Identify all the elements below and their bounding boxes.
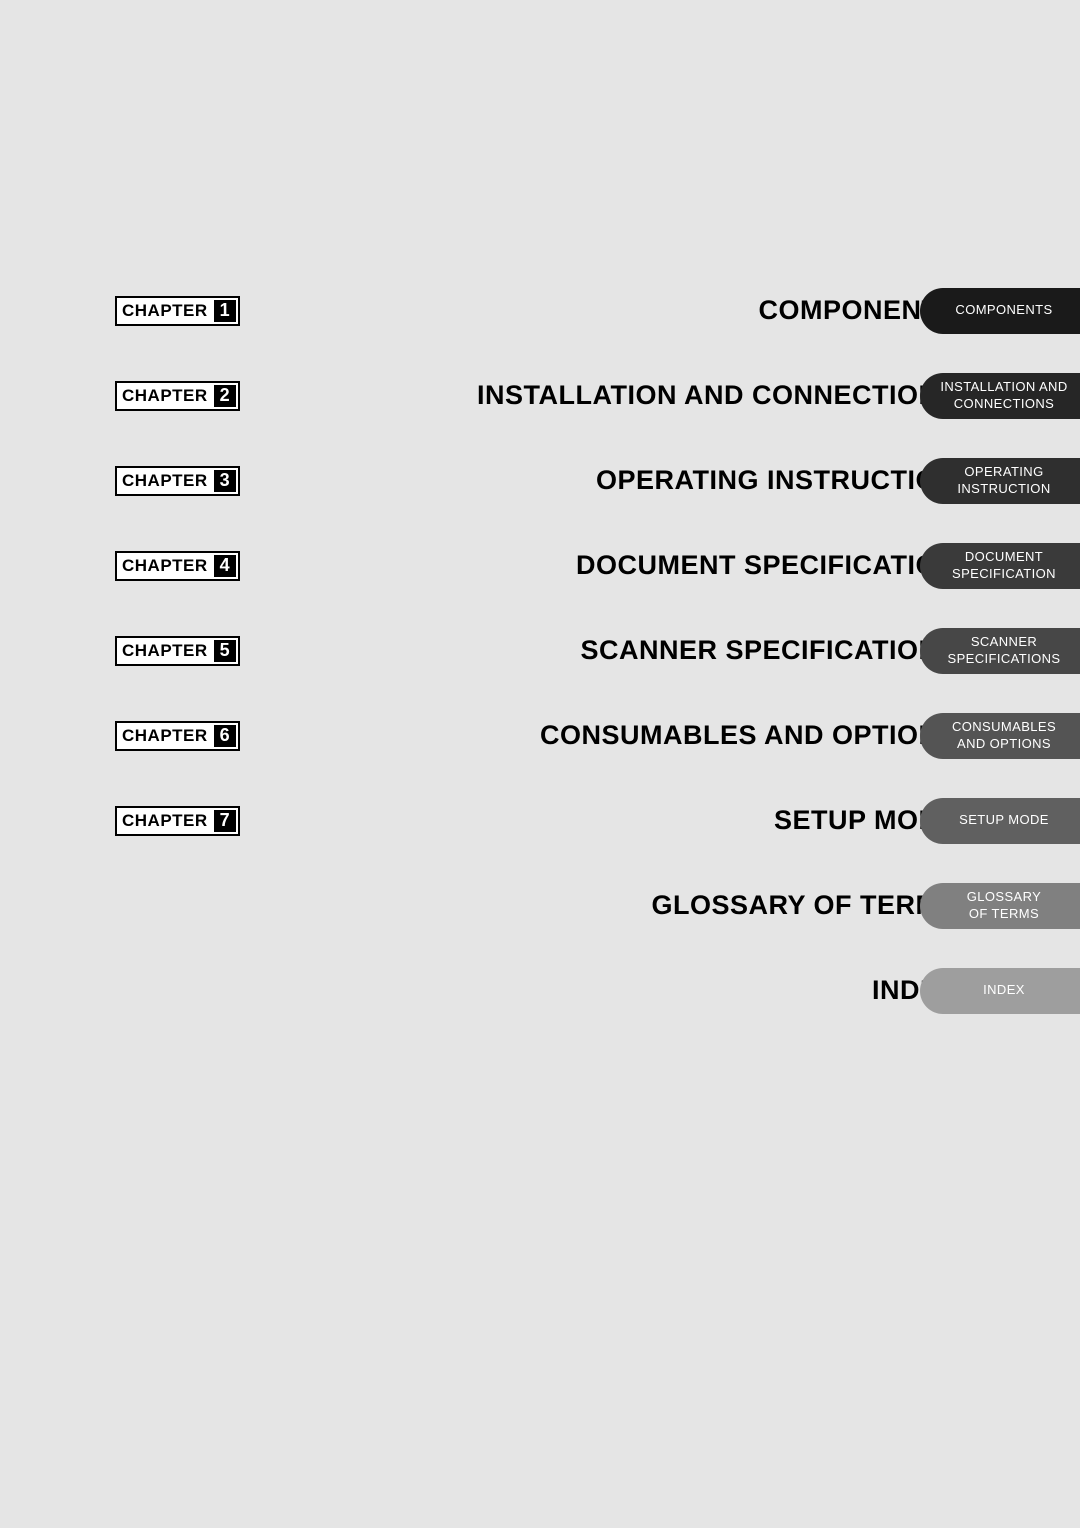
chapter-badge: CHAPTER7 [115,806,240,836]
side-tab-line: SPECIFICATION [952,566,1056,582]
side-tab[interactable]: OPERATINGINSTRUCTION [920,458,1080,504]
side-tab[interactable]: DOCUMENTSPECIFICATION [920,543,1080,589]
side-tab-line: SCANNER [971,634,1037,650]
chapter-label: CHAPTER [117,298,212,324]
chapter-label: CHAPTER [117,808,212,834]
side-tab-line: SETUP MODE [959,812,1049,828]
chapter-number: 1 [214,300,236,322]
side-tab-line: GLOSSARY [967,889,1042,905]
toc-title: INSTALLATION AND CONNECTIONS [240,380,965,411]
chapter-badge: CHAPTER3 [115,466,240,496]
toc-row[interactable]: CHAPTER5SCANNER SPECIFICATIONS [115,608,965,693]
side-tab-line: INDEX [983,982,1025,998]
side-tab[interactable]: CONSUMABLESAND OPTIONS [920,713,1080,759]
chapter-number: 5 [214,640,236,662]
toc-title: SCANNER SPECIFICATIONS [240,635,965,666]
toc-row[interactable]: CHAPTER3OPERATING INSTRUCTION [115,438,965,523]
chapter-number: 6 [214,725,236,747]
chapter-number: 7 [214,810,236,832]
side-tab[interactable]: COMPONENTS [920,288,1080,334]
chapter-number: 3 [214,470,236,492]
side-tab-line: CONNECTIONS [954,396,1054,412]
toc-title: GLOSSARY OF TERMS [115,890,965,921]
chapter-number: 4 [214,555,236,577]
toc-row[interactable]: INDEX [115,948,965,1033]
toc-row[interactable]: GLOSSARY OF TERMS [115,863,965,948]
side-tab[interactable]: GLOSSARYOF TERMS [920,883,1080,929]
side-tab-line: CONSUMABLES [952,719,1056,735]
side-tab[interactable]: SCANNERSPECIFICATIONS [920,628,1080,674]
toc-row[interactable]: CHAPTER1COMPONENTS [115,268,965,353]
toc-title: OPERATING INSTRUCTION [240,465,965,496]
toc-row[interactable]: CHAPTER6CONSUMABLES AND OPTIONS [115,693,965,778]
side-tab-line: INSTALLATION AND [940,379,1067,395]
toc-title: SETUP MODE [240,805,965,836]
chapter-label: CHAPTER [117,638,212,664]
chapter-label: CHAPTER [117,723,212,749]
chapter-badge: CHAPTER2 [115,381,240,411]
side-tab[interactable]: INSTALLATION ANDCONNECTIONS [920,373,1080,419]
chapter-badge: CHAPTER6 [115,721,240,751]
toc-title: INDEX [115,975,965,1006]
side-tab-line: DOCUMENT [965,549,1043,565]
side-tab-line: COMPONENTS [955,302,1052,318]
side-tab-line: INSTRUCTION [957,481,1050,497]
side-tab-line: SPECIFICATIONS [948,651,1061,667]
side-tab-line: OPERATING [964,464,1043,480]
side-tab[interactable]: SETUP MODE [920,798,1080,844]
toc-row[interactable]: CHAPTER4DOCUMENT SPECIFICATION [115,523,965,608]
chapter-label: CHAPTER [117,468,212,494]
chapter-label: CHAPTER [117,383,212,409]
toc-title: CONSUMABLES AND OPTIONS [240,720,965,751]
side-tab-line: OF TERMS [969,906,1039,922]
chapter-badge: CHAPTER4 [115,551,240,581]
toc-content: CHAPTER1COMPONENTSCHAPTER2INSTALLATION A… [115,268,965,1033]
chapter-badge: CHAPTER5 [115,636,240,666]
toc-row[interactable]: CHAPTER2INSTALLATION AND CONNECTIONS [115,353,965,438]
toc-row[interactable]: CHAPTER7SETUP MODE [115,778,965,863]
toc-title: DOCUMENT SPECIFICATION [240,550,965,581]
chapter-label: CHAPTER [117,553,212,579]
chapter-number: 2 [214,385,236,407]
toc-title: COMPONENTS [240,295,965,326]
side-tab[interactable]: INDEX [920,968,1080,1014]
chapter-badge: CHAPTER1 [115,296,240,326]
side-tab-line: AND OPTIONS [957,736,1051,752]
